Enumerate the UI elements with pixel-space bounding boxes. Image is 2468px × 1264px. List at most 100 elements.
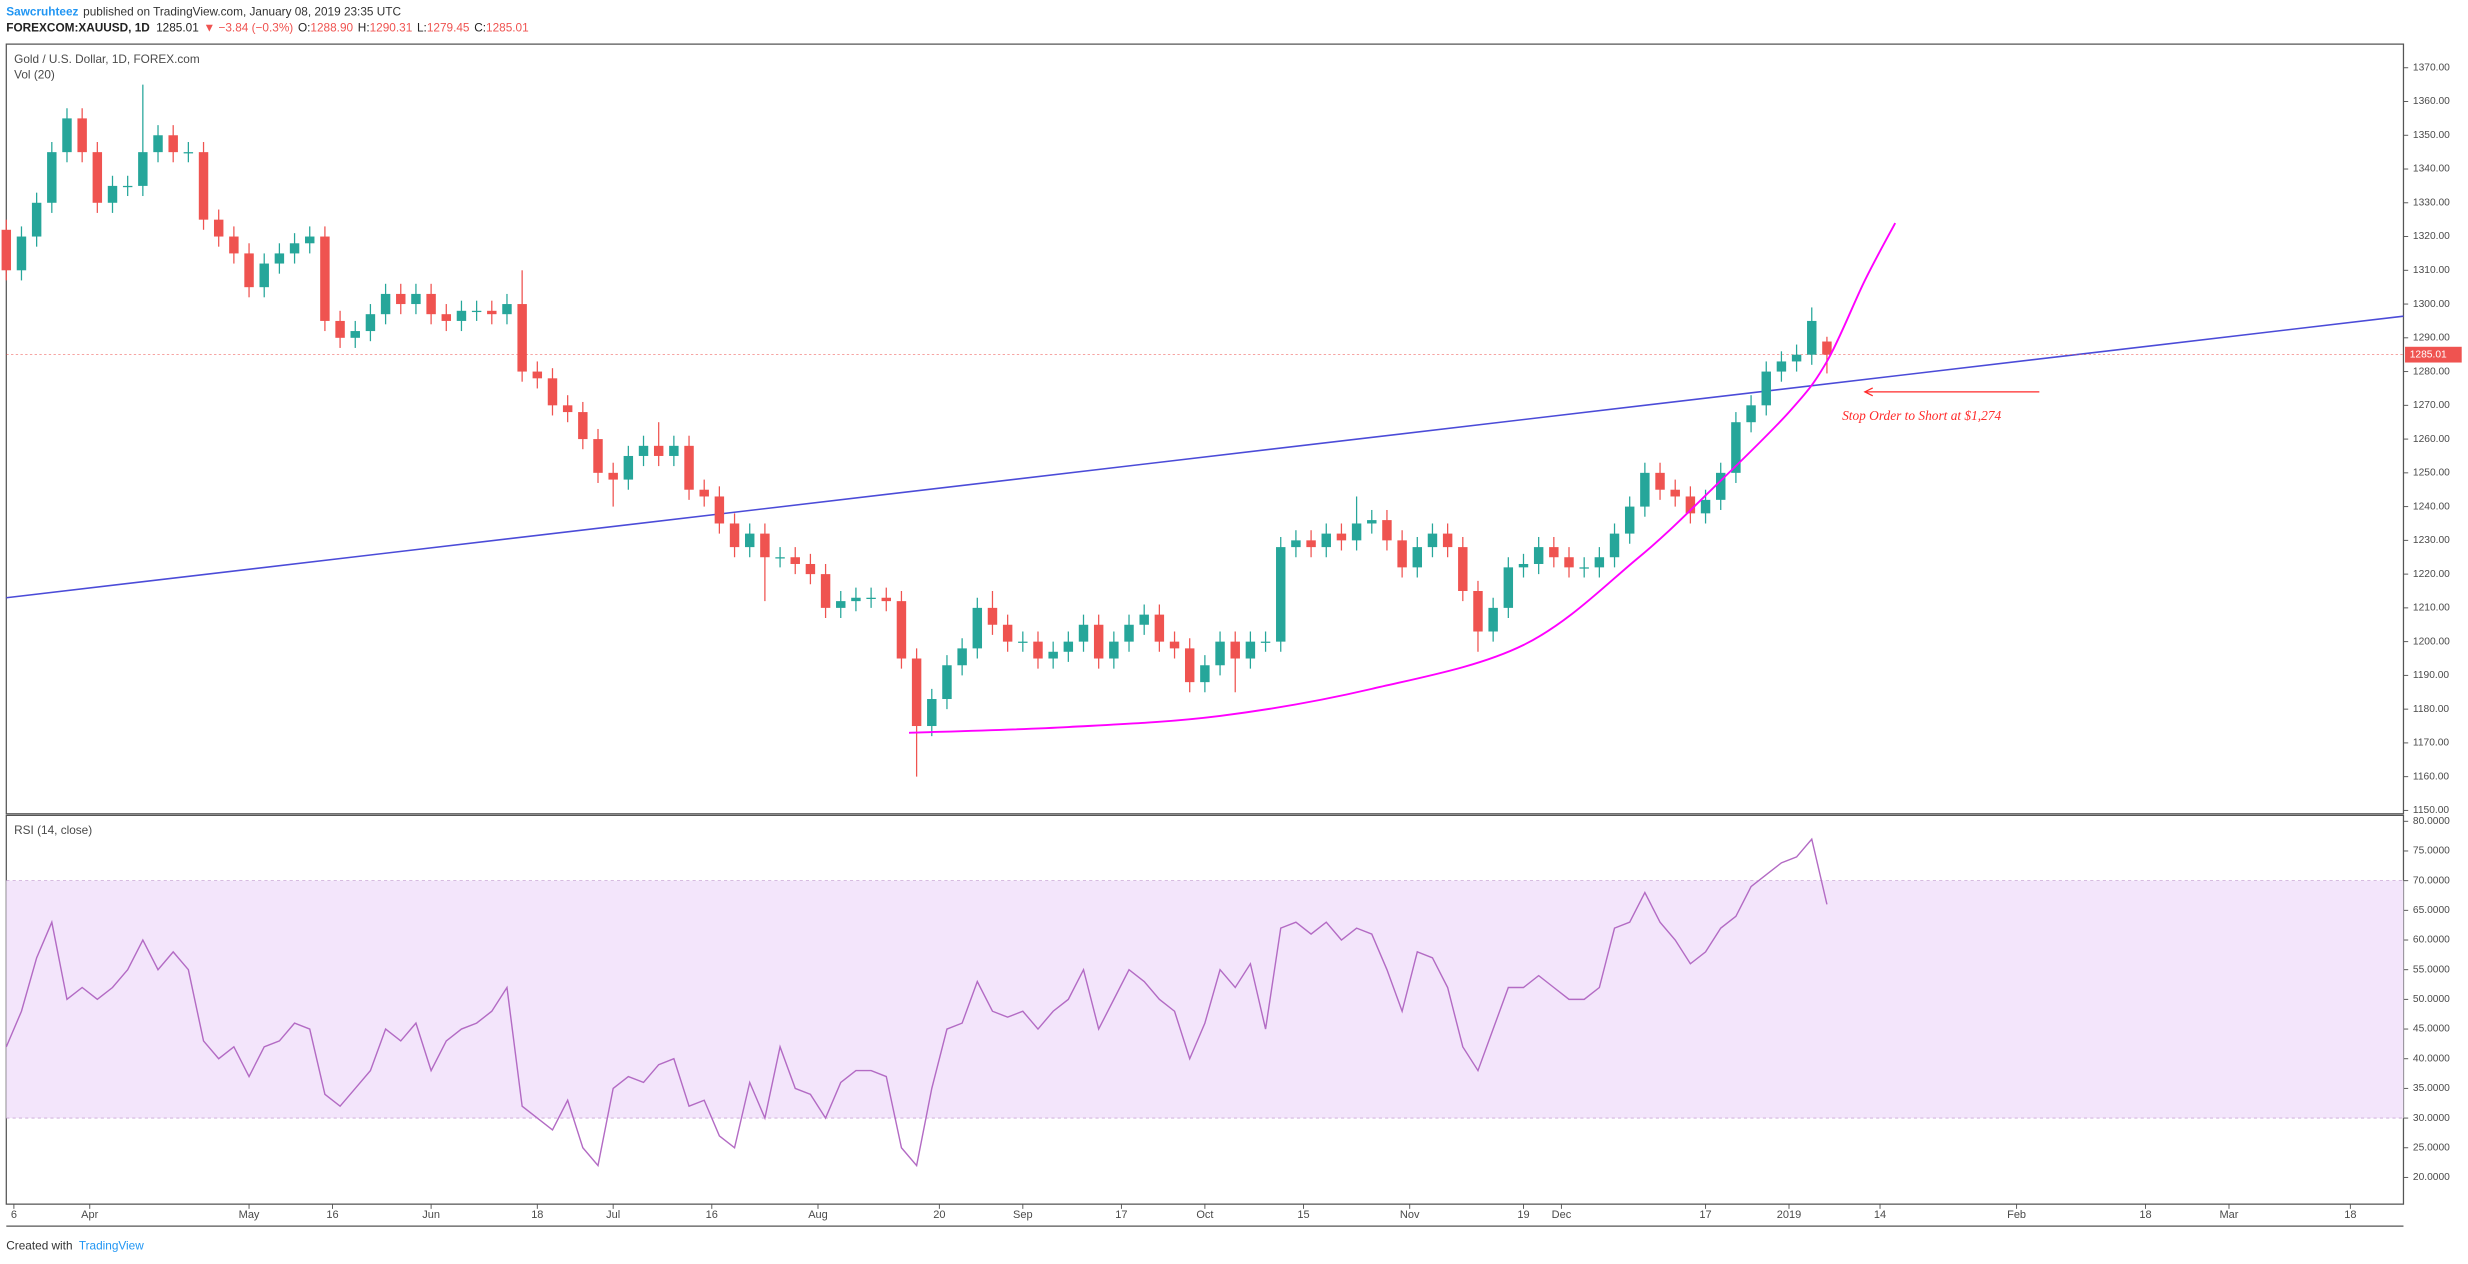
candle-body	[1230, 641, 1240, 659]
y-tick-label: 1180.00	[2413, 704, 2449, 715]
candle-body	[1488, 607, 1498, 632]
candle-body	[851, 597, 861, 602]
candle-body	[471, 310, 482, 313]
y-tick-label: 1340.00	[2413, 164, 2450, 175]
candle-body	[1579, 567, 1589, 569]
y-tick-label: 1250.00	[2413, 468, 2450, 479]
symbol: FOREXCOM:XAUUSD, 1D	[6, 20, 150, 34]
candle-body	[1, 229, 12, 271]
candle-body	[380, 293, 391, 315]
x-tick-label: 18	[2139, 1209, 2151, 1221]
candle-body	[456, 310, 467, 321]
y-tick-label: 1290.00	[2413, 333, 2450, 344]
candle-body	[1564, 557, 1574, 568]
ohlc-value: 1288.90	[310, 20, 353, 34]
candle-body	[669, 445, 679, 456]
candle-body	[502, 304, 512, 315]
pane-subtitle: Vol (20)	[14, 68, 55, 82]
candle-body	[1807, 320, 1817, 355]
x-tick-label: 17	[1699, 1209, 1711, 1221]
candle-body	[92, 152, 103, 203]
candle-body	[153, 135, 163, 153]
candle-body	[1640, 472, 1650, 507]
rsi-band	[6, 880, 2404, 1119]
change: ▼ −3.84 (−0.3%)	[204, 20, 294, 34]
candle-body	[1169, 641, 1180, 649]
candle-body	[836, 601, 846, 608]
candle-body	[987, 607, 998, 625]
candle-body	[1533, 547, 1544, 564]
candle-body	[1624, 506, 1635, 534]
candle-body	[31, 202, 42, 237]
candle-body	[1184, 648, 1195, 683]
ohlc-value: 1285.01	[486, 20, 529, 34]
ohlc-label: H:	[358, 20, 370, 34]
price-pane-frame	[5, 43, 2405, 815]
y-tick-label: 1360.00	[2413, 96, 2450, 107]
candle-body	[1139, 614, 1149, 625]
candle-body	[1776, 361, 1787, 372]
candle-body	[699, 489, 709, 497]
candle-body	[1549, 547, 1559, 558]
candle-body	[1109, 641, 1119, 659]
candle-body	[623, 455, 634, 480]
y-tick-label: 1190.00	[2413, 670, 2449, 681]
candle-body	[1731, 422, 1741, 473]
candle-body	[805, 563, 816, 575]
x-tick-label: Mar	[2220, 1209, 2239, 1221]
y-tick-label: 25.0000	[2413, 1142, 2450, 1153]
x-tick-label: Jun	[422, 1209, 440, 1221]
candle-body	[957, 648, 967, 666]
candle-body	[1336, 533, 1347, 541]
candle-body	[1518, 563, 1529, 568]
candle-body	[1245, 641, 1256, 659]
candle-body	[335, 320, 345, 338]
candle-body	[1018, 641, 1028, 643]
candle-body	[517, 304, 527, 372]
y-tick-label: 1220.00	[2413, 569, 2450, 580]
candle-body	[320, 236, 330, 321]
candle-body	[305, 236, 315, 244]
y-tick-label: 55.0000	[2413, 964, 2450, 975]
candle-body	[1063, 641, 1074, 652]
x-tick-label: 6	[11, 1209, 17, 1221]
x-tick-label: Feb	[2007, 1209, 2026, 1221]
x-tick-label: 17	[1115, 1209, 1127, 1221]
candle-body	[1594, 557, 1605, 568]
pane-title: Gold / U.S. Dollar, 1D, FOREX.com	[14, 52, 200, 66]
candle-body	[77, 118, 87, 153]
y-tick-label: 35.0000	[2413, 1083, 2450, 1094]
ohlc-label: O:	[298, 20, 310, 34]
candle-body	[653, 445, 664, 456]
candle-body	[47, 152, 57, 203]
x-tick-label: Sep	[1013, 1209, 1033, 1221]
candle-body	[1200, 665, 1210, 683]
candle-body	[1306, 540, 1316, 548]
x-tick-label: 16	[706, 1209, 718, 1221]
candle-body	[441, 314, 452, 321]
candle-body	[62, 118, 72, 153]
last: 1285.01	[156, 20, 199, 34]
candle-body	[244, 253, 254, 288]
y-tick-label: 80.0000	[2413, 816, 2450, 827]
candle-body	[1685, 496, 1696, 514]
candle-body	[289, 243, 300, 254]
candle-body	[745, 533, 755, 548]
candle-body	[729, 523, 740, 548]
y-tick-label: 1200.00	[2413, 636, 2450, 647]
x-tick-label: Nov	[1400, 1209, 1420, 1221]
x-tick-label: 14	[1874, 1209, 1886, 1221]
last-price-box	[2405, 346, 2462, 363]
candle-body	[396, 293, 406, 305]
x-tick-label: May	[239, 1209, 260, 1221]
candle-body	[547, 378, 558, 406]
candle-body	[168, 135, 178, 153]
x-tick-label: 2019	[1777, 1209, 1801, 1221]
candle-body	[1473, 590, 1483, 632]
author: Sawcruhteez	[6, 5, 78, 19]
y-tick-label: 65.0000	[2413, 905, 2450, 916]
candle-body	[1746, 405, 1756, 423]
curve	[908, 222, 1897, 734]
y-tick-label: 1160.00	[2413, 771, 2449, 782]
